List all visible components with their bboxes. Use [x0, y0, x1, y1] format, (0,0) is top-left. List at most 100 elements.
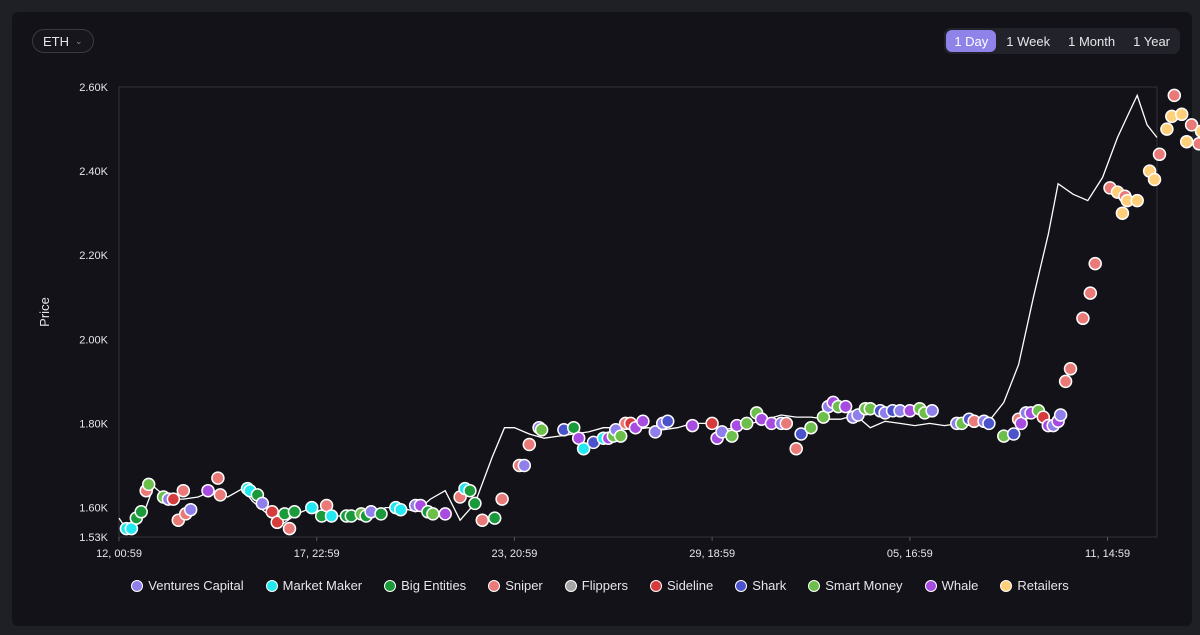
data-point[interactable] — [789, 441, 803, 456]
y-axis-title: Price — [37, 297, 52, 327]
data-point[interactable] — [739, 416, 754, 431]
data-point[interactable] — [1184, 118, 1199, 132]
data-point[interactable] — [576, 441, 591, 456]
data-point[interactable] — [201, 483, 215, 498]
data-point[interactable] — [804, 420, 818, 435]
x-axis-ticks: 12, 00:59 17, 22:59 23, 20:59 29, 18:59 05, … — [96, 537, 1130, 560]
data-point[interactable] — [1167, 88, 1182, 103]
data-point[interactable] — [1160, 122, 1174, 136]
data-point[interactable] — [213, 488, 228, 502]
data-point[interactable] — [522, 437, 537, 452]
data-point[interactable] — [287, 505, 302, 519]
legend-item[interactable]: Smart Money — [808, 578, 903, 593]
x-tick-label: 29, 18:59 — [689, 548, 735, 560]
x-tick-label: 17, 22:59 — [294, 548, 340, 560]
time-range-1-day[interactable]: 1 Day — [946, 30, 997, 52]
legend-item[interactable]: Retailers — [1000, 578, 1069, 593]
data-point[interactable] — [613, 429, 628, 443]
asset-dropdown[interactable]: ETH ⌄ — [32, 29, 94, 53]
data-point[interactable] — [255, 496, 270, 511]
data-point[interactable] — [636, 414, 650, 429]
data-point[interactable] — [393, 502, 408, 517]
data-point[interactable] — [1174, 107, 1189, 122]
data-point[interactable] — [468, 496, 482, 511]
legend-swatch — [1000, 579, 1013, 592]
legend-label: Sniper — [505, 578, 543, 593]
price-line — [118, 93, 1158, 534]
legend-item[interactable]: Sideline — [650, 578, 713, 593]
data-point[interactable] — [1179, 134, 1194, 149]
legend-item[interactable]: Big Entities — [384, 578, 466, 593]
data-point[interactable] — [487, 511, 502, 525]
data-point[interactable] — [475, 513, 490, 527]
data-point[interactable] — [495, 492, 509, 506]
data-point[interactable] — [1058, 374, 1073, 389]
data-point[interactable] — [648, 425, 663, 439]
data-point[interactable] — [426, 507, 440, 521]
data-point[interactable] — [1130, 193, 1144, 208]
legend-label: Sideline — [667, 578, 714, 593]
data-point[interactable] — [438, 507, 452, 521]
legend-item[interactable]: Shark — [735, 578, 786, 593]
data-point[interactable] — [211, 471, 225, 485]
legend-label: Flippers — [581, 578, 629, 593]
asset-dropdown-label: ETH — [43, 33, 69, 49]
data-point[interactable] — [925, 404, 939, 418]
data-point[interactable] — [166, 492, 181, 506]
data-point[interactable] — [1194, 124, 1200, 138]
legend-label: Shark — [752, 578, 787, 593]
price-chart: Price 1.53K 1.60K 1.80K 2.00K 2.20K 2.40K 2.60… — [37, 82, 1200, 560]
data-point[interactable] — [324, 509, 339, 523]
legend-item[interactable]: Ventures Capital — [131, 578, 244, 593]
chevron-down-icon: ⌄ — [75, 35, 83, 46]
data-point[interactable] — [374, 507, 388, 521]
y-tick-label: 2.60K — [79, 82, 108, 94]
data-point[interactable] — [1076, 311, 1090, 326]
time-range-1-month[interactable]: 1 Month — [1068, 33, 1116, 49]
x-tick-label: 23, 20:59 — [491, 548, 537, 560]
legend-swatch — [131, 579, 144, 592]
legend-item[interactable]: Flippers — [564, 578, 629, 593]
data-point[interactable] — [1115, 206, 1130, 220]
data-point[interactable] — [705, 416, 719, 431]
x-tick-label: 12, 00:59 — [96, 548, 142, 560]
y-tick-label: 2.20K — [79, 250, 108, 262]
data-point[interactable] — [660, 414, 675, 429]
data-point[interactable] — [517, 458, 532, 473]
legend-swatch — [808, 579, 821, 592]
data-point[interactable] — [270, 515, 284, 530]
legend-swatch — [265, 579, 278, 592]
data-point[interactable] — [1006, 427, 1021, 441]
legend-label: Ventures Capital — [148, 578, 244, 593]
data-point[interactable] — [1088, 256, 1102, 271]
data-point[interactable] — [779, 416, 794, 431]
data-point[interactable] — [1063, 362, 1078, 376]
data-point[interactable] — [176, 483, 191, 498]
data-point[interactable] — [305, 500, 319, 515]
time-range-1-year[interactable]: 1 Year — [1133, 33, 1170, 49]
data-point[interactable] — [141, 477, 156, 492]
legend-item[interactable]: Sniper — [488, 578, 543, 593]
legend-item[interactable]: Market Maker — [265, 578, 363, 593]
legend-swatch — [735, 579, 748, 592]
data-point[interactable] — [1152, 147, 1167, 162]
data-point[interactable] — [534, 423, 549, 437]
data-point[interactable] — [982, 416, 996, 431]
data-point[interactable] — [1147, 172, 1162, 187]
data-point[interactable] — [1192, 137, 1200, 151]
time-range-1-week[interactable]: 1 Week — [1006, 33, 1051, 49]
data-point[interactable] — [1053, 408, 1068, 422]
data-point[interactable] — [685, 418, 700, 433]
time-range-selector: 1 Day 1 Week 1 Month 1 Year — [944, 28, 1180, 54]
data-point[interactable] — [134, 505, 148, 519]
legend-swatch — [564, 579, 577, 592]
legend-item[interactable]: Whale — [924, 578, 978, 593]
data-point[interactable] — [1083, 286, 1098, 300]
data-point[interactable] — [463, 483, 477, 498]
data-point[interactable] — [183, 502, 198, 517]
data-point[interactable] — [282, 521, 297, 536]
chart-axes — [118, 86, 1158, 538]
data-point[interactable] — [794, 427, 808, 441]
legend-label: Market Maker — [282, 578, 363, 593]
data-point[interactable] — [838, 399, 853, 414]
